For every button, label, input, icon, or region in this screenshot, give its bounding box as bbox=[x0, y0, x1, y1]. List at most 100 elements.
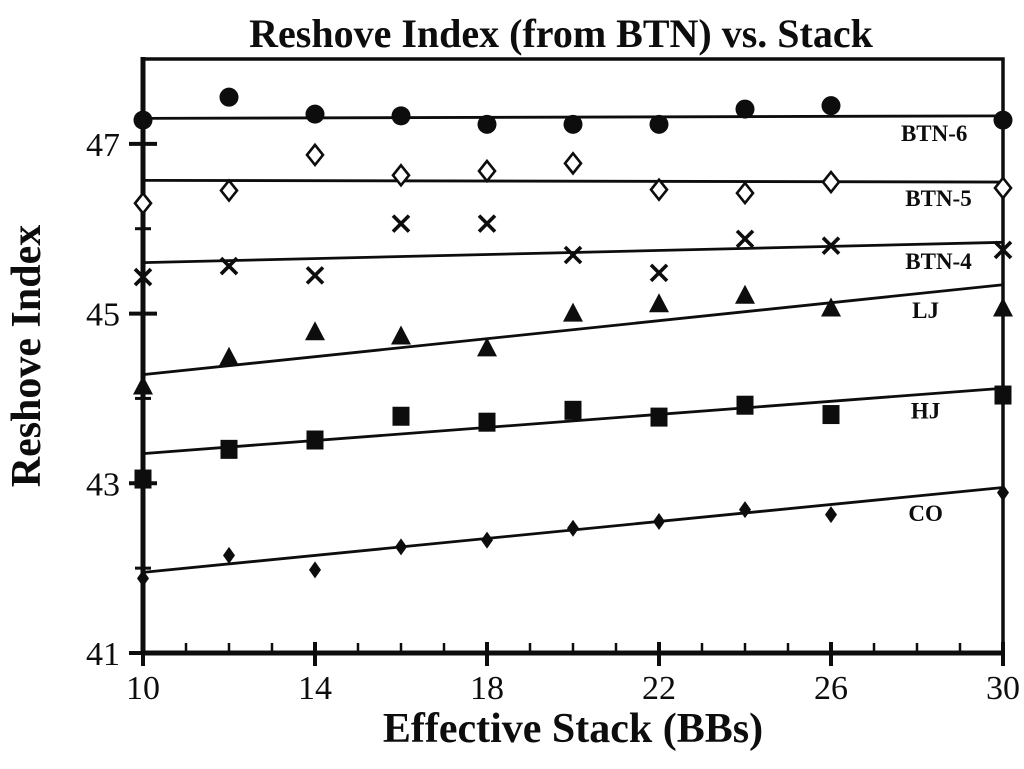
trend-line-btn-5 bbox=[142, 178, 1004, 184]
marker-btn-5 bbox=[219, 178, 239, 203]
marker-btn-5 bbox=[649, 177, 669, 202]
open-diamond-glyph bbox=[735, 180, 755, 206]
x-glyph-stroke bbox=[305, 266, 325, 285]
y-axis-label: Reshove Index bbox=[4, 225, 50, 488]
marker-btn-4 bbox=[735, 229, 755, 249]
triangle-glyph bbox=[563, 302, 583, 322]
marker-co bbox=[653, 512, 665, 530]
series-label-btn-6: BTN-6 bbox=[901, 121, 967, 146]
trend-line-btn-4 bbox=[142, 240, 1004, 265]
y-tick-label: 47 bbox=[86, 127, 120, 164]
open-diamond-glyph bbox=[649, 177, 669, 202]
triangle-glyph bbox=[735, 284, 755, 304]
x-glyph-stroke bbox=[133, 267, 153, 287]
marker-btn-4 bbox=[821, 236, 841, 255]
x-glyph-stroke bbox=[563, 245, 583, 265]
circle-glyph bbox=[305, 104, 325, 124]
marker-btn-6 bbox=[821, 96, 841, 116]
x-glyph-stroke bbox=[477, 214, 497, 233]
marker-co bbox=[825, 506, 837, 524]
square-glyph bbox=[220, 439, 238, 459]
data-markers bbox=[133, 87, 1013, 587]
marker-lj bbox=[563, 302, 583, 322]
square-glyph bbox=[822, 405, 840, 425]
marker-btn-5 bbox=[993, 175, 1013, 201]
marker-co bbox=[739, 501, 751, 519]
open-diamond-glyph bbox=[391, 163, 411, 188]
small-diamond-glyph bbox=[739, 501, 751, 519]
marker-hj bbox=[134, 469, 152, 489]
small-diamond-glyph bbox=[309, 561, 321, 579]
triangle-glyph bbox=[133, 375, 153, 395]
x-tick-label: 22 bbox=[642, 670, 676, 707]
marker-btn-4 bbox=[477, 214, 497, 233]
y-tick-label: 41 bbox=[86, 636, 120, 673]
triangle-glyph bbox=[993, 297, 1013, 317]
marker-co bbox=[309, 561, 321, 579]
square-glyph bbox=[650, 407, 668, 427]
x-tick-label: 30 bbox=[986, 670, 1020, 707]
y-tick-label: 45 bbox=[86, 297, 120, 334]
marker-co bbox=[481, 531, 493, 549]
x-tick-label: 14 bbox=[298, 670, 332, 707]
circle-glyph bbox=[735, 99, 755, 119]
triangle-glyph bbox=[219, 346, 239, 366]
marker-co bbox=[997, 484, 1009, 502]
marker-lj bbox=[133, 375, 153, 395]
marker-btn-5 bbox=[735, 180, 755, 206]
marker-btn-6 bbox=[391, 106, 411, 126]
marker-lj bbox=[477, 337, 497, 357]
marker-btn-5 bbox=[821, 169, 841, 195]
marker-hj bbox=[392, 406, 410, 426]
circle-glyph bbox=[391, 106, 411, 126]
marker-btn-4 bbox=[649, 263, 669, 283]
marker-btn-4 bbox=[219, 256, 239, 276]
square-glyph bbox=[736, 395, 754, 415]
x-tick-label: 26 bbox=[814, 670, 848, 707]
x-glyph-stroke bbox=[735, 229, 755, 249]
plot-box bbox=[140, 57, 1005, 656]
series-label-lj: LJ bbox=[912, 298, 939, 323]
open-diamond-glyph bbox=[305, 142, 325, 167]
marker-btn-6 bbox=[649, 114, 669, 134]
trend-line-hj bbox=[142, 386, 1004, 455]
open-diamond-glyph bbox=[821, 169, 841, 195]
square-glyph bbox=[564, 400, 582, 420]
marker-btn-4 bbox=[993, 240, 1013, 260]
marker-btn-6 bbox=[477, 114, 497, 134]
open-diamond-glyph bbox=[133, 191, 153, 216]
series-label-btn-5: BTN-5 bbox=[905, 186, 971, 211]
axis-tick-labels: 10 14 18 22 26 30 41 43 45 47 bbox=[86, 127, 1020, 707]
circle-glyph bbox=[133, 110, 153, 130]
circle-glyph bbox=[993, 110, 1013, 130]
x-tick-label: 18 bbox=[470, 670, 504, 707]
marker-hj bbox=[994, 385, 1012, 405]
small-diamond-glyph bbox=[997, 484, 1009, 502]
circle-glyph bbox=[649, 114, 669, 134]
marker-hj bbox=[822, 405, 840, 425]
marker-btn-5 bbox=[563, 151, 583, 176]
chart-title: Reshove Index (from BTN) vs. Stack bbox=[249, 11, 873, 56]
x-glyph-stroke bbox=[821, 236, 841, 255]
series-label-co: CO bbox=[908, 501, 943, 526]
circle-glyph bbox=[821, 96, 841, 116]
marker-btn-5 bbox=[477, 158, 497, 184]
open-diamond-glyph bbox=[993, 175, 1013, 201]
marker-hj bbox=[306, 430, 324, 450]
marker-btn-4 bbox=[391, 214, 411, 233]
marker-hj bbox=[564, 400, 582, 420]
triangle-glyph bbox=[821, 297, 841, 317]
series-labels: BTN-6 BTN-5 BTN-4 LJ HJ CO bbox=[901, 121, 972, 526]
marker-co bbox=[137, 569, 149, 587]
marker-lj bbox=[305, 321, 325, 341]
plot-border bbox=[141, 57, 1005, 655]
marker-btn-5 bbox=[391, 163, 411, 188]
triangle-glyph bbox=[649, 293, 669, 313]
marker-hj bbox=[650, 407, 668, 427]
x-glyph-stroke bbox=[219, 256, 239, 276]
marker-lj bbox=[735, 284, 755, 304]
x-glyph-stroke bbox=[391, 214, 411, 233]
marker-btn-6 bbox=[305, 104, 325, 124]
